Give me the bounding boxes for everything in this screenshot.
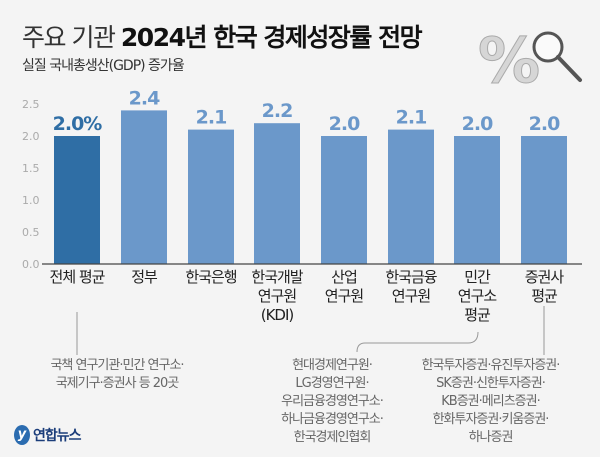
yonhap-logo: y 연합뉴스 [14, 425, 82, 445]
category-label: 증권사 평균 [525, 268, 565, 305]
bar [121, 110, 167, 265]
svg-text:%: % [478, 24, 540, 97]
subtitle: 실질 국내총생산(GDP) 증가율 [22, 58, 185, 74]
percent-icon: % [478, 24, 541, 98]
y-tick-label: 0.0 [22, 258, 40, 271]
bar [254, 123, 300, 264]
bar [321, 136, 367, 264]
bracket-lines [76, 306, 545, 355]
logo-mark-icon: y [14, 425, 30, 445]
y-tick-label: 0.5 [22, 226, 40, 239]
data-label: 2.0 [462, 113, 493, 135]
logo-text: 연합뉴스 [33, 428, 82, 444]
data-label: 2.1 [396, 107, 427, 129]
y-tick-label: 1.0 [22, 194, 40, 207]
bar [188, 129, 234, 264]
title-light: 주요 기관 [22, 23, 116, 52]
category-label: 한국은행 [185, 268, 236, 286]
note-overall: 국책 연구기관·민간 연구소· 국제기구·증권사 등 20곳 [50, 358, 184, 391]
bar [388, 129, 434, 264]
title-bold: 2024년 한국 경제성장률 전망 [120, 23, 423, 52]
y-tick-label: 2.0 [22, 130, 40, 143]
data-label: 2.4 [129, 87, 160, 109]
category-label: 한국금융 연구원 [385, 268, 436, 305]
data-label: 2.0% [53, 113, 103, 135]
data-label: 2.0 [529, 113, 560, 135]
category-label: 한국개발 연구원 (KDI) [251, 268, 303, 324]
magnifier-icon [532, 31, 582, 82]
page-title: 주요 기관 2024년 한국 경제성장률 전망 [22, 18, 423, 54]
data-label: 2.0 [329, 113, 360, 135]
note-securities: 한국투자증권·유진투자증권· SK증권·신한투자증권· KB증권·메리츠증권· … [421, 358, 561, 445]
bar [54, 136, 100, 264]
category-label: 민간 연구소 평균 [458, 268, 498, 324]
data-label: 2.2 [262, 100, 293, 122]
bar [454, 136, 500, 264]
y-tick-label: 2.5 [22, 98, 40, 111]
category-label: 정부 [131, 268, 158, 286]
y-tick-label: 1.5 [22, 162, 40, 175]
note-private-institutes: 현대경제연구원· LG경영연구원· 우리금융경영연구소· 하나금융경영연구소· … [281, 358, 384, 445]
bar [521, 136, 567, 264]
data-label: 2.1 [196, 107, 227, 129]
category-label: 전체 평균 [50, 268, 106, 286]
category-label: 산업 연구원 [325, 268, 364, 305]
